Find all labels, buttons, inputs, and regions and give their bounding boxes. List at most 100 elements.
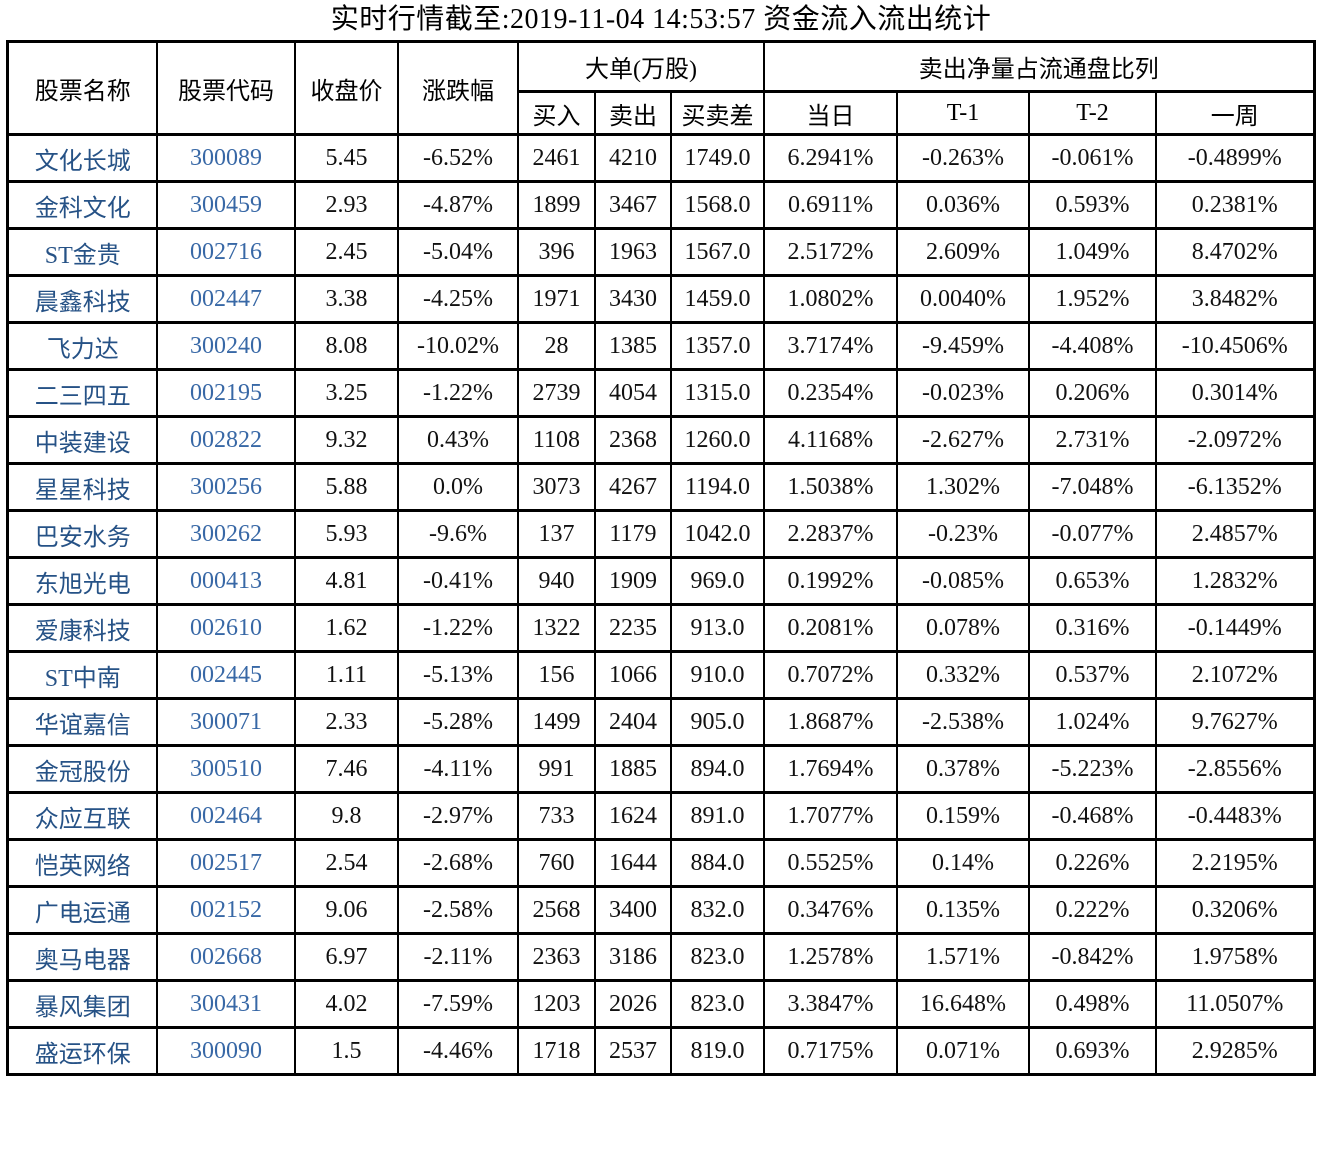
table-row: 爱康科技 002610 1.62 -1.22% 1322 2235 913.0 0.2081%… — [6, 603, 1316, 653]
today-ratio-cell: 1.7077% — [763, 791, 899, 841]
t2-ratio-cell: 0.226% — [1028, 838, 1158, 888]
table-row: 晨鑫科技 002447 3.38 -4.25% 1971 3430 1459.0 1.0802… — [6, 274, 1316, 324]
table-row: ST金贵 002716 2.45 -5.04% 396 1963 1567.0 2.5172%… — [6, 227, 1316, 277]
close-price-cell: 3.25 — [293, 368, 399, 418]
week-ratio-cell: -0.4483% — [1155, 791, 1316, 841]
stock-code-cell: 002195 — [155, 368, 296, 418]
t1-ratio-cell: 0.078% — [896, 603, 1031, 653]
table-body: 文化长城 300089 5.45 -6.52% 2461 4210 1749.0 6.2941… — [6, 133, 1316, 1076]
stock-name-cell: ST中南 — [6, 650, 158, 700]
buy-sell-diff-cell: 1315.0 — [669, 368, 766, 418]
change-pct-cell: -5.13% — [396, 650, 519, 700]
stock-name-cell: 恺英网络 — [6, 838, 158, 888]
sell-cell: 1885 — [593, 744, 672, 794]
table-row: 文化长城 300089 5.45 -6.52% 2461 4210 1749.0 6.2941… — [6, 133, 1316, 183]
stock-code-cell: 002517 — [155, 838, 296, 888]
sell-cell: 3400 — [593, 885, 672, 935]
t2-ratio-cell: 1.049% — [1028, 227, 1158, 277]
sell-cell: 4054 — [593, 368, 672, 418]
table-row: 飞力达 300240 8.08 -10.02% 28 1385 1357.0 3.7174% -… — [6, 321, 1316, 371]
col-group-large-order: 大单(万股) — [516, 40, 766, 93]
t2-ratio-cell: -7.048% — [1028, 462, 1158, 512]
stock-name-cell: 星星科技 — [6, 462, 158, 512]
sell-cell: 1963 — [593, 227, 672, 277]
stock-name-cell: 文化长城 — [6, 133, 158, 183]
close-price-cell: 5.93 — [293, 509, 399, 559]
col-header-today: 当日 — [763, 90, 899, 136]
sell-cell: 2235 — [593, 603, 672, 653]
change-pct-cell: -2.58% — [396, 885, 519, 935]
buy-cell: 760 — [516, 838, 596, 888]
today-ratio-cell: 0.2081% — [763, 603, 899, 653]
col-header-buy: 买入 — [516, 90, 596, 136]
stock-name-cell: 金冠股份 — [6, 744, 158, 794]
change-pct-cell: -5.28% — [396, 697, 519, 747]
change-pct-cell: -5.04% — [396, 227, 519, 277]
t1-ratio-cell: 0.332% — [896, 650, 1031, 700]
change-pct-cell: -4.46% — [396, 1026, 519, 1076]
close-price-cell: 1.11 — [293, 650, 399, 700]
stock-code-cell: 300262 — [155, 509, 296, 559]
close-price-cell: 1.5 — [293, 1026, 399, 1076]
buy-cell: 28 — [516, 321, 596, 371]
t1-ratio-cell: -9.459% — [896, 321, 1031, 371]
close-price-cell: 7.46 — [293, 744, 399, 794]
buy-cell: 2461 — [516, 133, 596, 183]
sell-cell: 3186 — [593, 932, 672, 982]
week-ratio-cell: 3.8482% — [1155, 274, 1316, 324]
table-row: 广电运通 002152 9.06 -2.58% 2568 3400 832.0 0.3476%… — [6, 885, 1316, 935]
stock-code-cell: 300459 — [155, 180, 296, 230]
stock-code-cell: 002668 — [155, 932, 296, 982]
week-ratio-cell: 0.3206% — [1155, 885, 1316, 935]
buy-sell-diff-cell: 819.0 — [669, 1026, 766, 1076]
change-pct-cell: -2.11% — [396, 932, 519, 982]
stock-name-cell: 金科文化 — [6, 180, 158, 230]
col-header-stock-name: 股票名称 — [6, 40, 158, 136]
stock-code-cell: 300256 — [155, 462, 296, 512]
buy-sell-diff-cell: 1042.0 — [669, 509, 766, 559]
t2-ratio-cell: -0.061% — [1028, 133, 1158, 183]
stock-code-cell: 300510 — [155, 744, 296, 794]
stock-name-cell: 飞力达 — [6, 321, 158, 371]
t1-ratio-cell: -0.023% — [896, 368, 1031, 418]
sell-cell: 1179 — [593, 509, 672, 559]
today-ratio-cell: 2.5172% — [763, 227, 899, 277]
sell-cell: 1909 — [593, 556, 672, 606]
stock-name-cell: 暴风集团 — [6, 979, 158, 1029]
week-ratio-cell: 2.1072% — [1155, 650, 1316, 700]
buy-sell-diff-cell: 1260.0 — [669, 415, 766, 465]
t2-ratio-cell: 0.693% — [1028, 1026, 1158, 1076]
t2-ratio-cell: 0.316% — [1028, 603, 1158, 653]
table-row: 二三四五 002195 3.25 -1.22% 2739 4054 1315.0 0.2354… — [6, 368, 1316, 418]
change-pct-cell: -2.68% — [396, 838, 519, 888]
today-ratio-cell: 6.2941% — [763, 133, 899, 183]
today-ratio-cell: 1.8687% — [763, 697, 899, 747]
close-price-cell: 3.38 — [293, 274, 399, 324]
week-ratio-cell: -10.4506% — [1155, 321, 1316, 371]
t1-ratio-cell: 0.378% — [896, 744, 1031, 794]
change-pct-cell: -4.25% — [396, 274, 519, 324]
buy-cell: 1322 — [516, 603, 596, 653]
close-price-cell: 2.93 — [293, 180, 399, 230]
stock-name-cell: 晨鑫科技 — [6, 274, 158, 324]
close-price-cell: 2.33 — [293, 697, 399, 747]
t1-ratio-cell: 0.0040% — [896, 274, 1031, 324]
t1-ratio-cell: 0.159% — [896, 791, 1031, 841]
sell-cell: 4210 — [593, 133, 672, 183]
stock-code-cell: 002152 — [155, 885, 296, 935]
col-header-buy-sell-diff: 买卖差 — [669, 90, 766, 136]
table-row: 暴风集团 300431 4.02 -7.59% 1203 2026 823.0 3.3847%… — [6, 979, 1316, 1029]
sell-cell: 1624 — [593, 791, 672, 841]
t1-ratio-cell: 2.609% — [896, 227, 1031, 277]
t1-ratio-cell: -0.085% — [896, 556, 1031, 606]
t1-ratio-cell: -0.263% — [896, 133, 1031, 183]
buy-cell: 940 — [516, 556, 596, 606]
buy-cell: 137 — [516, 509, 596, 559]
table-row: ST中南 002445 1.11 -5.13% 156 1066 910.0 0.7072% 0… — [6, 650, 1316, 700]
buy-sell-diff-cell: 891.0 — [669, 791, 766, 841]
buy-cell: 2363 — [516, 932, 596, 982]
stock-code-cell: 000413 — [155, 556, 296, 606]
stock-name-cell: 众应互联 — [6, 791, 158, 841]
buy-sell-diff-cell: 1749.0 — [669, 133, 766, 183]
t1-ratio-cell: 0.036% — [896, 180, 1031, 230]
